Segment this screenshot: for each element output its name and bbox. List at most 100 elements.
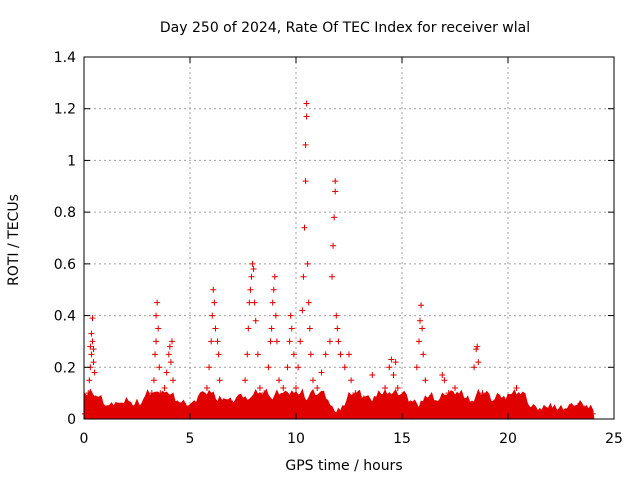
- data-point: [284, 364, 291, 371]
- data-point: [441, 377, 448, 384]
- data-point: [348, 377, 355, 384]
- data-point: [265, 364, 272, 371]
- data-point: [341, 364, 348, 371]
- data-point: [203, 384, 210, 391]
- data-point: [314, 384, 321, 391]
- data-point: [246, 299, 253, 306]
- x-tick-label: 25: [605, 431, 623, 447]
- data-point: [88, 351, 95, 358]
- data-point: [261, 390, 268, 397]
- data-point: [419, 325, 426, 332]
- data-point: [237, 395, 244, 402]
- data-point: [163, 369, 170, 376]
- data-point: [86, 377, 93, 384]
- data-point: [346, 351, 352, 358]
- data-point: [329, 273, 336, 280]
- data-point: [165, 351, 172, 358]
- data-point: [435, 400, 442, 407]
- data-point: [90, 359, 97, 366]
- data-point: [288, 325, 295, 332]
- data-point: [293, 384, 299, 391]
- data-point: [456, 395, 463, 402]
- data-point: [369, 372, 376, 379]
- data-point: [303, 100, 310, 107]
- data-point: [306, 325, 313, 332]
- dense-data-band: [83, 388, 595, 420]
- data-point: [250, 266, 257, 273]
- data-point: [471, 364, 478, 371]
- data-point: [134, 403, 140, 410]
- data-point: [568, 405, 575, 412]
- data-point: [144, 400, 151, 407]
- data-point: [191, 403, 198, 410]
- dense-band-shape: [83, 388, 595, 420]
- x-axis-label: GPS time / hours: [285, 458, 402, 474]
- data-point: [500, 397, 507, 404]
- y-tick-label: 0: [67, 412, 76, 428]
- grid-lines: [84, 57, 614, 419]
- data-point: [589, 410, 596, 417]
- data-point: [333, 312, 340, 319]
- data-point: [509, 395, 516, 402]
- data-point: [475, 359, 482, 366]
- data-point: [214, 338, 221, 345]
- x-tick-label: 15: [393, 431, 411, 447]
- data-point: [307, 351, 314, 358]
- data-point: [152, 351, 159, 358]
- data-point: [581, 405, 588, 412]
- chart-title: Day 250 of 2024, Rate Of TEC Index for r…: [160, 20, 530, 36]
- data-point: [155, 325, 162, 332]
- data-point: [479, 390, 486, 397]
- data-point: [322, 351, 329, 358]
- data-point: [249, 260, 256, 267]
- data-point: [439, 372, 446, 379]
- y-tick-label: 0.8: [54, 205, 76, 221]
- x-tick-label: 20: [499, 431, 517, 447]
- data-point: [154, 299, 161, 306]
- data-point: [269, 299, 276, 306]
- data-point: [399, 395, 405, 402]
- data-point: [452, 384, 458, 391]
- data-point: [299, 307, 306, 314]
- data-point: [574, 403, 581, 410]
- data-point: [247, 286, 254, 293]
- data-point: [331, 214, 338, 221]
- data-point: [394, 384, 401, 391]
- data-point: [168, 338, 175, 345]
- x-tick-label: 5: [186, 431, 195, 447]
- data-point: [248, 273, 255, 280]
- data-point: [244, 351, 251, 358]
- data-point: [420, 351, 427, 358]
- y-tick-label: 1.4: [54, 50, 76, 66]
- data-point: [148, 390, 155, 397]
- data-point: [216, 377, 223, 384]
- data-point: [157, 390, 164, 397]
- data-point: [335, 338, 342, 345]
- data-series-roti: [82, 100, 596, 417]
- data-point: [208, 338, 215, 345]
- data-point: [170, 377, 177, 384]
- data-point: [89, 315, 96, 322]
- data-point: [536, 408, 543, 415]
- data-point: [496, 395, 503, 402]
- x-tick-label: 0: [80, 431, 89, 447]
- data-point: [418, 302, 425, 309]
- data-point: [547, 405, 554, 412]
- y-tick-label: 0.4: [54, 309, 76, 325]
- data-point: [220, 397, 227, 404]
- data-point: [166, 343, 173, 350]
- data-point: [382, 384, 389, 391]
- y-tick-labels: 0 0.2 0.4 0.6 0.8 1 1.2 1.4: [54, 50, 76, 428]
- data-point: [302, 178, 309, 185]
- y-axis-label: ROTI / TECUs: [6, 194, 22, 286]
- data-point: [102, 405, 109, 412]
- data-point: [271, 273, 278, 280]
- data-point: [352, 390, 359, 397]
- data-point: [488, 400, 495, 407]
- data-point: [301, 224, 308, 231]
- data-point: [212, 325, 219, 332]
- data-point: [123, 400, 130, 407]
- data-point: [276, 377, 283, 384]
- data-point: [426, 395, 433, 402]
